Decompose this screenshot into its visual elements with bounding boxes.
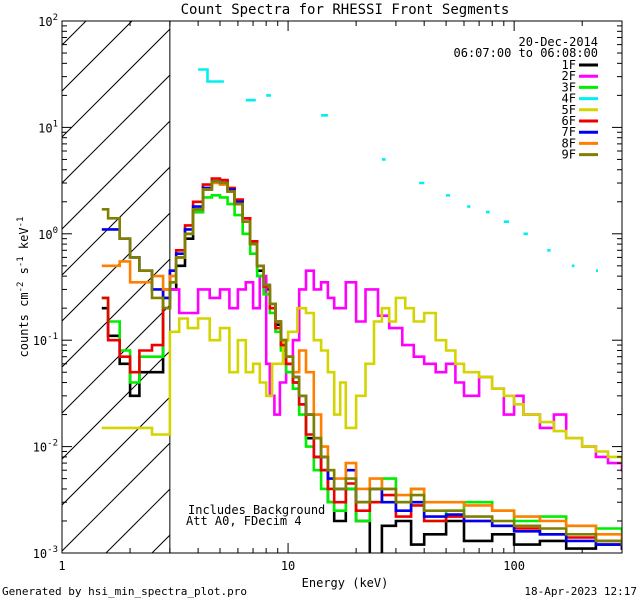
- y-label-exp: -1: [16, 217, 26, 228]
- hatch-line: [62, 442, 170, 552]
- legend-label-4F: 4F: [562, 92, 576, 106]
- hatch-line: [62, 28, 170, 138]
- legend-label-3F: 3F: [562, 80, 576, 94]
- hatch-line: [62, 21, 87, 46]
- annotation-attenuator: Att A0, FDecim 4: [186, 514, 302, 528]
- x-axis-label: Energy (keV): [302, 576, 389, 590]
- x-tick-label: 100: [503, 559, 525, 573]
- hatch-line: [474, 21, 640, 553]
- plot-frame: [61, 20, 623, 554]
- y-label-part: s: [17, 267, 31, 281]
- y-axis-label: counts cm-2 s-1 keV-1: [16, 217, 31, 358]
- hatch-line: [336, 21, 640, 553]
- hatch-line: [612, 21, 640, 553]
- hatch-line: [428, 21, 640, 553]
- x-tick-label: 10: [281, 559, 295, 573]
- header-time-range: 06:07:00 to 06:08:00: [454, 46, 599, 60]
- legend-label-2F: 2F: [562, 69, 576, 83]
- annotation-background: Includes Background: [188, 503, 325, 517]
- hatch-line: [62, 120, 170, 230]
- legend-label-5F: 5F: [562, 103, 576, 117]
- legend-label-1F: 1F: [562, 58, 576, 72]
- hatch-line: [62, 212, 170, 322]
- y-tick-label: 10-2: [33, 439, 58, 455]
- series-line-9F: [101, 180, 622, 546]
- footer-timestamp: 18-Apr-2023 12:17: [524, 585, 637, 598]
- legend-label-6F: 6F: [562, 114, 576, 128]
- chart-title: Count Spectra for RHESSI Front Segments: [181, 2, 510, 18]
- hatch-line: [62, 74, 170, 184]
- header-date: 20-Dec-2014: [519, 35, 598, 49]
- y-label-exp: -2: [16, 282, 26, 293]
- y-tick-label: 10-1: [33, 332, 58, 348]
- x-axis: 1 10 100: [58, 21, 623, 573]
- hatch-line: [62, 396, 170, 506]
- legend-label-7F: 7F: [562, 125, 576, 139]
- y-axis: 10-3 10-2 10-1 100 101 102: [33, 13, 622, 561]
- hatch-line: [244, 21, 640, 553]
- y-tick-label: 10-3: [33, 545, 58, 561]
- hatch-line: [290, 21, 640, 553]
- series-layer: [101, 68, 622, 553]
- legend-label-9F: 9F: [562, 148, 576, 162]
- hatch-line: [105, 488, 170, 553]
- series-line-5F: [101, 296, 622, 465]
- y-tick-label: 100: [38, 226, 58, 242]
- legend-label-8F: 8F: [562, 136, 576, 150]
- series-line-4F: [198, 68, 598, 272]
- x-tick-label: 1: [58, 559, 65, 573]
- footer-generated-by: Generated by hsi_min_spectra_plot.pro: [2, 585, 247, 598]
- y-label-exp: -1: [16, 256, 26, 267]
- hatch-line: [62, 258, 170, 368]
- y-tick-label: 101: [38, 119, 58, 135]
- y-tick-label: 102: [38, 13, 58, 29]
- y-label-part: counts cm: [17, 292, 31, 357]
- y-label-part: keV: [17, 227, 31, 256]
- series-line-8F: [101, 181, 622, 543]
- hatch-line: [62, 304, 170, 414]
- hatch-line: [566, 21, 640, 553]
- hatch-line: [382, 21, 640, 553]
